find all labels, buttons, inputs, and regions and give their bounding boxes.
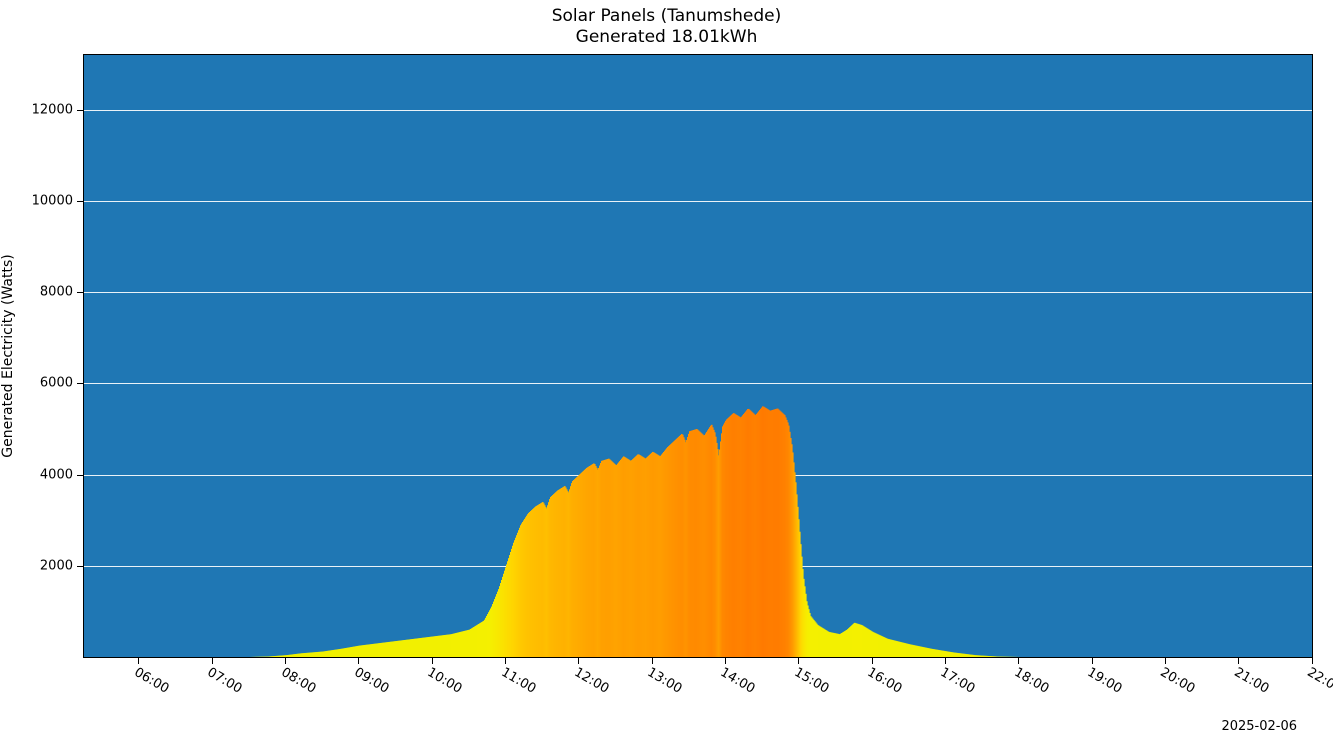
x-tick-label: 21:00 <box>1231 665 1271 697</box>
x-tick-label: 10:00 <box>425 665 465 697</box>
y-axis-label: Generated Electricity (Watts) <box>0 254 16 457</box>
x-tick-label: 22:00 <box>1305 665 1333 697</box>
chart-title-line1: Solar Panels (Tanumshede) <box>0 6 1333 27</box>
y-tick-label: 6000 <box>40 376 73 391</box>
y-tick-label: 10000 <box>32 193 73 208</box>
chart-title-line2: Generated 18.01kWh <box>0 27 1333 48</box>
x-tick-label: 17:00 <box>938 665 978 697</box>
x-tick-label: 14:00 <box>718 665 758 697</box>
y-tick-label: 8000 <box>40 285 73 300</box>
x-tick-label: 12:00 <box>571 665 611 697</box>
y-tick-label: 4000 <box>40 467 73 482</box>
x-tick-label: 16:00 <box>865 665 905 697</box>
x-tick-label: 20:00 <box>1158 665 1198 697</box>
x-tick-label: 07:00 <box>205 665 245 697</box>
area-fill <box>84 55 1312 657</box>
x-axis: 2025-02-06 06:00 07:00 08:00 09:00 10:00 11:0… <box>83 658 1313 736</box>
y-tick-label: 12000 <box>32 102 73 117</box>
x-tick-label: 13:00 <box>645 665 685 697</box>
x-tick-label: 11:00 <box>498 665 538 697</box>
x-tick-label: 09:00 <box>351 665 391 697</box>
x-tick-label: 06:00 <box>131 665 171 697</box>
y-tick-label: 2000 <box>40 558 73 573</box>
x-tick-label: 15:00 <box>791 665 831 697</box>
y-axis: Generated Electricity (Watts) 2000 4000 60… <box>0 54 83 658</box>
x-tick-label: 18:00 <box>1011 665 1051 697</box>
chart-title: Solar Panels (Tanumshede) Generated 18.0… <box>0 6 1333 49</box>
solar-generation-chart: Solar Panels (Tanumshede) Generated 18.0… <box>0 0 1333 736</box>
x-tick-label: 19:00 <box>1085 665 1125 697</box>
plot-area <box>83 54 1313 658</box>
x-axis-date-label: 2025-02-06 <box>1221 719 1297 734</box>
x-tick-label: 08:00 <box>278 665 318 697</box>
